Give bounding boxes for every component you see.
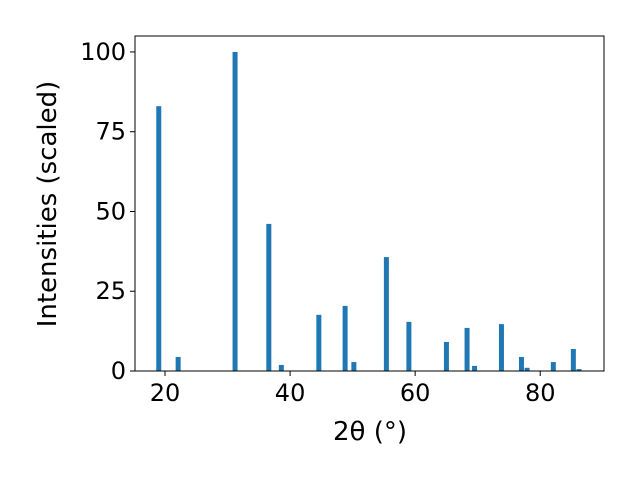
bar — [266, 223, 272, 371]
bar — [278, 364, 284, 371]
bar — [550, 362, 556, 371]
x-tick-label: 20 — [150, 379, 181, 407]
bar — [570, 348, 576, 371]
bar — [443, 341, 449, 371]
bar — [518, 356, 524, 371]
bar — [524, 367, 530, 371]
bar — [351, 362, 357, 371]
bar — [342, 305, 348, 371]
bar — [464, 327, 470, 371]
bar — [232, 51, 238, 371]
bar — [156, 106, 162, 371]
bar — [383, 257, 389, 371]
y-tick-label: 25 — [95, 277, 126, 305]
y-tick-label: 50 — [95, 197, 126, 225]
y-axis-label: Intensities (scaled) — [33, 81, 63, 328]
bar — [406, 321, 412, 371]
x-tick-label: 40 — [275, 379, 306, 407]
bar — [175, 356, 181, 371]
x-tick-label: 80 — [525, 379, 556, 407]
y-tick-label: 75 — [95, 118, 126, 146]
x-axis-label: 2θ (°) — [333, 417, 407, 447]
y-tick-label: 100 — [80, 38, 126, 66]
bar — [576, 369, 582, 371]
bar — [316, 314, 322, 371]
bar — [472, 365, 478, 371]
x-tick-label: 60 — [400, 379, 431, 407]
plot-frame — [134, 35, 605, 372]
y-tick-label: 0 — [111, 357, 126, 385]
bar — [498, 324, 504, 371]
